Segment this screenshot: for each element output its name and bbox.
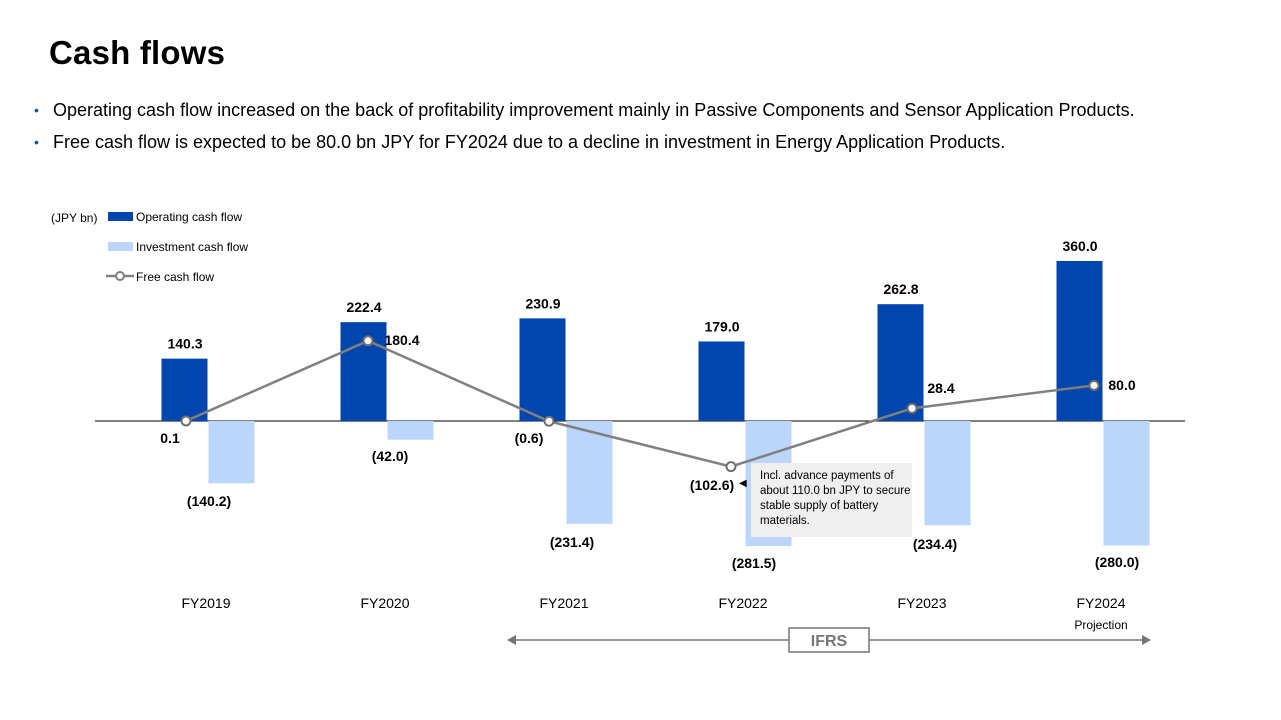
free-cash-flow-line	[185, 339, 1095, 468]
annotation-pointer-icon: ◀	[739, 478, 747, 489]
data-label-free: 80.0	[1108, 377, 1135, 393]
bar-investment-cash-flow	[208, 421, 255, 484]
bar-operating-cash-flow	[698, 341, 745, 421]
x-tick-label: FY2024	[1076, 595, 1125, 611]
bar-investment-cash-flow	[1103, 421, 1150, 546]
legend-label-investment: Investment cash flow	[136, 240, 248, 254]
data-label-investment: (140.2)	[187, 493, 231, 509]
x-tick-sublabel: Projection	[1074, 618, 1127, 632]
data-label-operating: 230.9	[525, 295, 560, 311]
legend-label-free: Free cash flow	[136, 270, 214, 284]
ifrs-arrow-left-icon	[507, 635, 516, 645]
bullet-item: • Operating cash flow increased on the ba…	[34, 94, 1135, 126]
x-tick-label: FY2023	[897, 595, 946, 611]
data-label-investment: (231.4)	[550, 534, 594, 550]
data-label-operating: 222.4	[346, 299, 381, 315]
data-label-operating: 140.3	[167, 336, 202, 352]
legend-label-operating: Operating cash flow	[136, 210, 242, 224]
bullet-text: Operating cash flow increased on the bac…	[53, 100, 1135, 120]
page-title: Cash flows	[49, 34, 226, 71]
data-label-investment: (281.5)	[732, 555, 776, 571]
data-label-operating: 360.0	[1062, 238, 1097, 254]
bar-investment-cash-flow	[566, 421, 613, 524]
free-cash-flow-marker	[1088, 379, 1100, 391]
bullet-icon: •	[34, 134, 39, 150]
x-tick-label: FY2021	[539, 595, 588, 611]
ifrs-box	[788, 627, 870, 653]
data-label-investment: (42.0)	[372, 448, 409, 464]
free-cash-flow-marker	[906, 402, 918, 414]
summary-bullets: • Operating cash flow increased on the ba…	[34, 94, 1135, 158]
x-tick-label: FY2022	[718, 595, 767, 611]
bar-investment-cash-flow	[387, 421, 434, 440]
legend-swatch-operating	[108, 212, 133, 221]
bullet-item: • Free cash flow is expected to be 80.0 b…	[34, 126, 1135, 158]
data-label-operating: 179.0	[704, 318, 739, 334]
bar-operating-cash-flow	[340, 322, 387, 421]
data-label-free: (102.6)	[690, 477, 734, 493]
bar-operating-cash-flow	[161, 358, 208, 421]
x-tick-label: FY2020	[360, 595, 409, 611]
bar-investment-cash-flow	[924, 421, 971, 526]
data-label-investment: (234.4)	[913, 536, 957, 552]
free-cash-flow-marker	[180, 415, 192, 427]
free-cash-flow-marker	[543, 415, 555, 427]
data-label-free: (0.6)	[515, 430, 544, 446]
data-label-free: 180.4	[384, 332, 419, 348]
bar-operating-cash-flow	[1056, 260, 1103, 421]
free-cash-flow-marker	[725, 461, 737, 473]
legend-marker-free	[115, 271, 125, 281]
free-cash-flow-marker	[362, 335, 374, 347]
data-label-investment: (280.0)	[1095, 554, 1139, 570]
data-label-free: 28.4	[927, 380, 954, 396]
legend-swatch-investment	[108, 242, 133, 251]
bullet-icon: •	[34, 102, 39, 118]
bar-operating-cash-flow	[519, 318, 566, 421]
x-tick-label: FY2019	[181, 595, 230, 611]
ifrs-label: IFRS	[811, 633, 848, 650]
ifrs-arrow-right-icon	[1142, 635, 1151, 645]
annotation-note: Incl. advance payments of about 110.0 bn…	[751, 463, 912, 537]
data-label-operating: 262.8	[883, 281, 918, 297]
unit-label: (JPY bn)	[51, 211, 97, 225]
bullet-text: Free cash flow is expected to be 80.0 bn…	[53, 132, 1006, 152]
bar-operating-cash-flow	[877, 304, 924, 421]
data-label-free: 0.1	[160, 430, 180, 446]
